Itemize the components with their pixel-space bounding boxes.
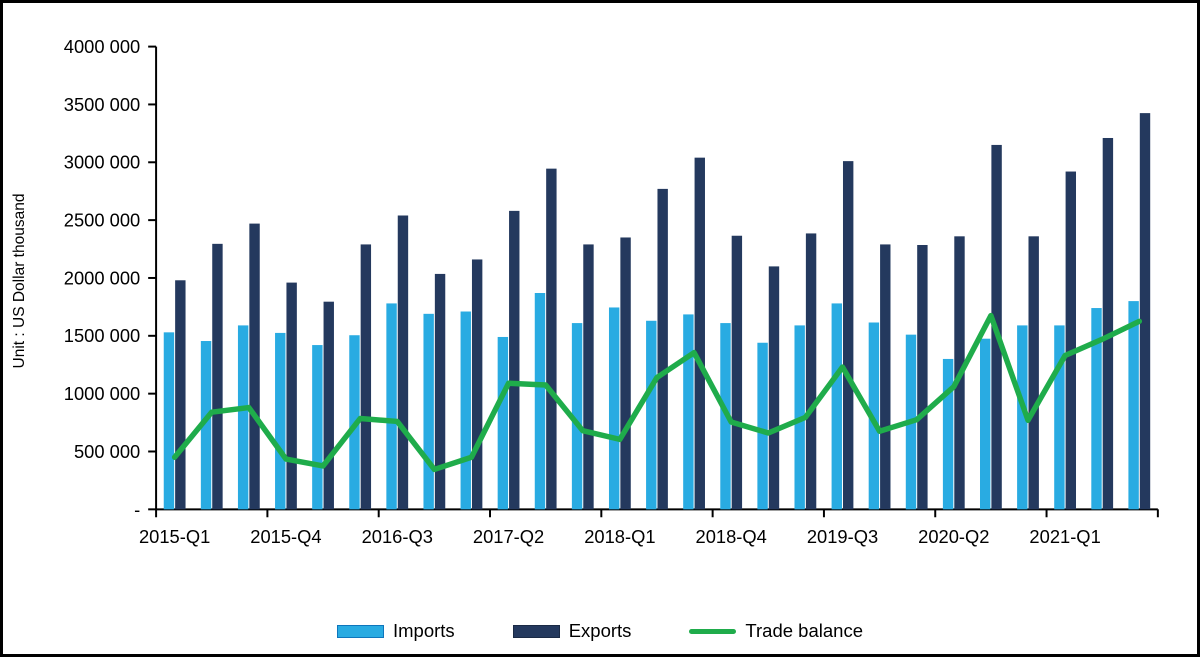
- import-bar: [1054, 325, 1065, 510]
- x-axis-tick-label: 2018-Q4: [696, 526, 767, 547]
- import-bar: [275, 332, 286, 510]
- export-bar: [1065, 171, 1077, 510]
- import-bar: [1091, 308, 1102, 510]
- import-bar: [646, 320, 657, 510]
- legend: Imports Exports Trade balance: [3, 620, 1197, 642]
- import-bar: [497, 336, 509, 510]
- x-axis-tick-label: 2015-Q1: [139, 526, 210, 547]
- export-bar: [805, 233, 817, 510]
- y-axis-tick-label: 2000 000: [64, 267, 140, 288]
- y-axis-tick-label: 3000 000: [64, 152, 140, 173]
- x-axis-tick-label: 2016-Q3: [362, 526, 433, 547]
- export-bar: [175, 280, 186, 510]
- y-axis-tick-label: 4000 000: [64, 36, 140, 57]
- import-bar: [200, 341, 212, 510]
- y-axis-tick-label: 1500 000: [64, 325, 140, 346]
- export-bar: [657, 188, 668, 510]
- export-bar: [731, 235, 743, 510]
- export-bar: [546, 168, 557, 510]
- import-bar: [868, 322, 880, 510]
- x-axis-tick-label: 2017-Q2: [473, 526, 544, 547]
- import-bar: [942, 358, 954, 510]
- export-bar: [917, 244, 928, 510]
- import-bar: [460, 311, 471, 510]
- exports-swatch-icon: [512, 624, 560, 638]
- y-axis-tick-label: 2500 000: [64, 210, 140, 231]
- export-bar: [323, 301, 334, 510]
- export-bar: [768, 266, 780, 510]
- export-bar: [397, 215, 409, 510]
- legend-label-imports: Imports: [393, 620, 455, 641]
- import-bar: [1128, 301, 1139, 510]
- y-axis-tick-label: 1000 000: [64, 383, 140, 404]
- x-axis-tick-label: 2020-Q2: [918, 526, 989, 547]
- trade-balance-swatch-icon: [689, 628, 737, 634]
- import-bar: [1017, 325, 1028, 510]
- import-bar: [163, 332, 175, 510]
- trade-balance-line-series: [171, 312, 1143, 473]
- x-axis-tick-label: 2021-Q1: [1029, 526, 1100, 547]
- legend-label-trade-balance: Trade balance: [745, 620, 863, 641]
- x-axis: [155, 508, 1159, 518]
- import-bar: [979, 338, 991, 510]
- y-axis-tick-label: 3500 000: [64, 94, 140, 115]
- imports-swatch-icon: [337, 624, 384, 638]
- export-bar: [434, 273, 446, 510]
- x-axis-labels: 2015-Q1 2015-Q4 2016-Q3 2017-Q2 2018-Q1 2018-…: [139, 526, 1101, 547]
- x-axis-tick-label: 2015-Q4: [250, 526, 321, 547]
- import-bar: [757, 342, 768, 510]
- y-axis-tick-label: 500 000: [74, 441, 140, 462]
- legend-item-trade-balance: Trade balance: [689, 620, 863, 642]
- export-bar: [1028, 236, 1039, 510]
- export-bar: [620, 237, 631, 510]
- trade-chart: 2015-Q1 2015-Q4 2016-Q3 2017-Q2 2018-Q1 2018-…: [64, 36, 1159, 547]
- import-bar: [237, 325, 249, 510]
- export-bar: [286, 282, 297, 510]
- export-bar: [471, 259, 483, 510]
- export-bar: [212, 243, 223, 510]
- export-bar: [249, 223, 260, 510]
- import-bar: [534, 293, 546, 510]
- import-bar: [423, 313, 434, 510]
- export-bar: [880, 244, 891, 510]
- y-axis-tick-label: -: [134, 499, 140, 520]
- legend-label-exports: Exports: [568, 620, 632, 641]
- import-bar: [312, 345, 323, 510]
- import-bar: [683, 314, 694, 510]
- y-axis-labels: - 500 000 1000 000 1500 000 2000 000 2500 000…: [64, 36, 140, 520]
- import-bar: [608, 307, 620, 510]
- y-axis: [148, 45, 158, 511]
- legend-item-imports: Imports: [337, 620, 455, 642]
- trade-balance-line: [171, 312, 1143, 473]
- legend-item-exports: Exports: [512, 620, 632, 642]
- export-bar: [1139, 113, 1151, 510]
- import-bar: [831, 303, 842, 510]
- export-bar: [1102, 137, 1114, 510]
- export-bar: [360, 244, 372, 510]
- x-axis-tick-label: 2019-Q3: [807, 526, 878, 547]
- x-axis-tick-label: 2018-Q1: [584, 526, 655, 547]
- import-bar: [571, 323, 583, 510]
- export-bar: [694, 157, 705, 510]
- exports-bar-series: [175, 113, 1151, 510]
- export-bar: [509, 210, 520, 510]
- export-bar: [842, 161, 854, 510]
- import-bar: [386, 303, 397, 510]
- export-bar: [583, 244, 594, 510]
